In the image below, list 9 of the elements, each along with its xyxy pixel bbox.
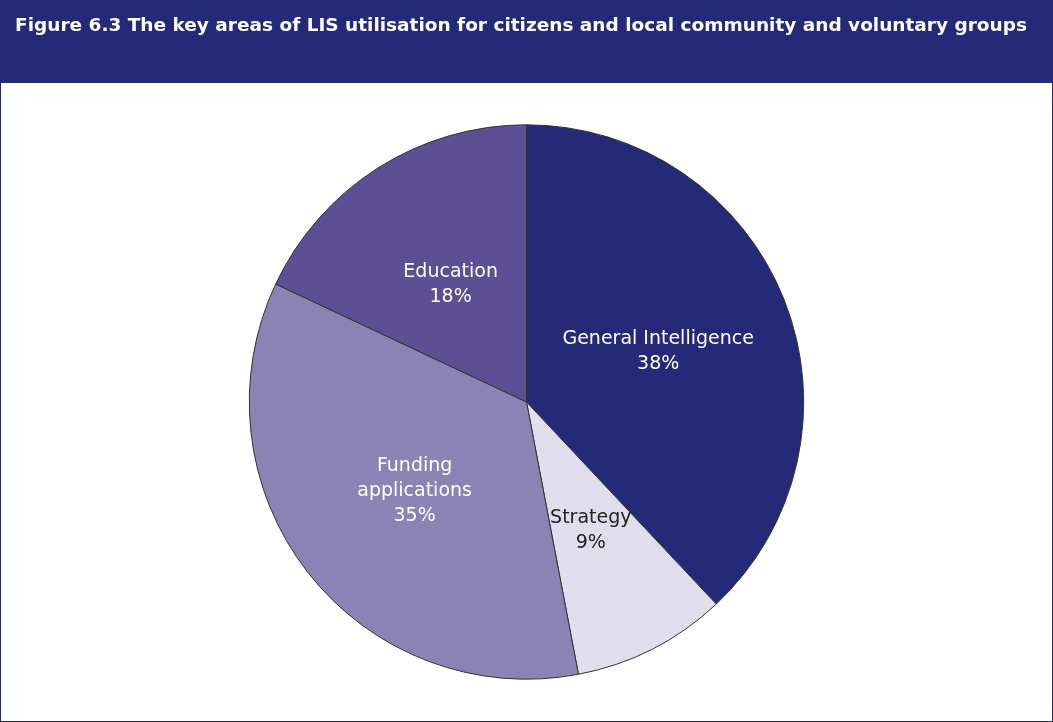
data-label: 35% xyxy=(393,502,436,525)
slice-label: Education xyxy=(403,258,498,281)
data-label: 9% xyxy=(575,529,606,552)
slice-label: Funding applications xyxy=(357,452,472,500)
data-label: 38% xyxy=(637,351,680,374)
data-label: 18% xyxy=(429,283,472,306)
slice-label: Strategy xyxy=(550,504,632,527)
slice-label: General Intelligence xyxy=(562,326,754,349)
chart-title: Figure 6.3 The key areas of LIS utilisation for citizens and local community and voluntary groups xyxy=(1,1,1052,83)
